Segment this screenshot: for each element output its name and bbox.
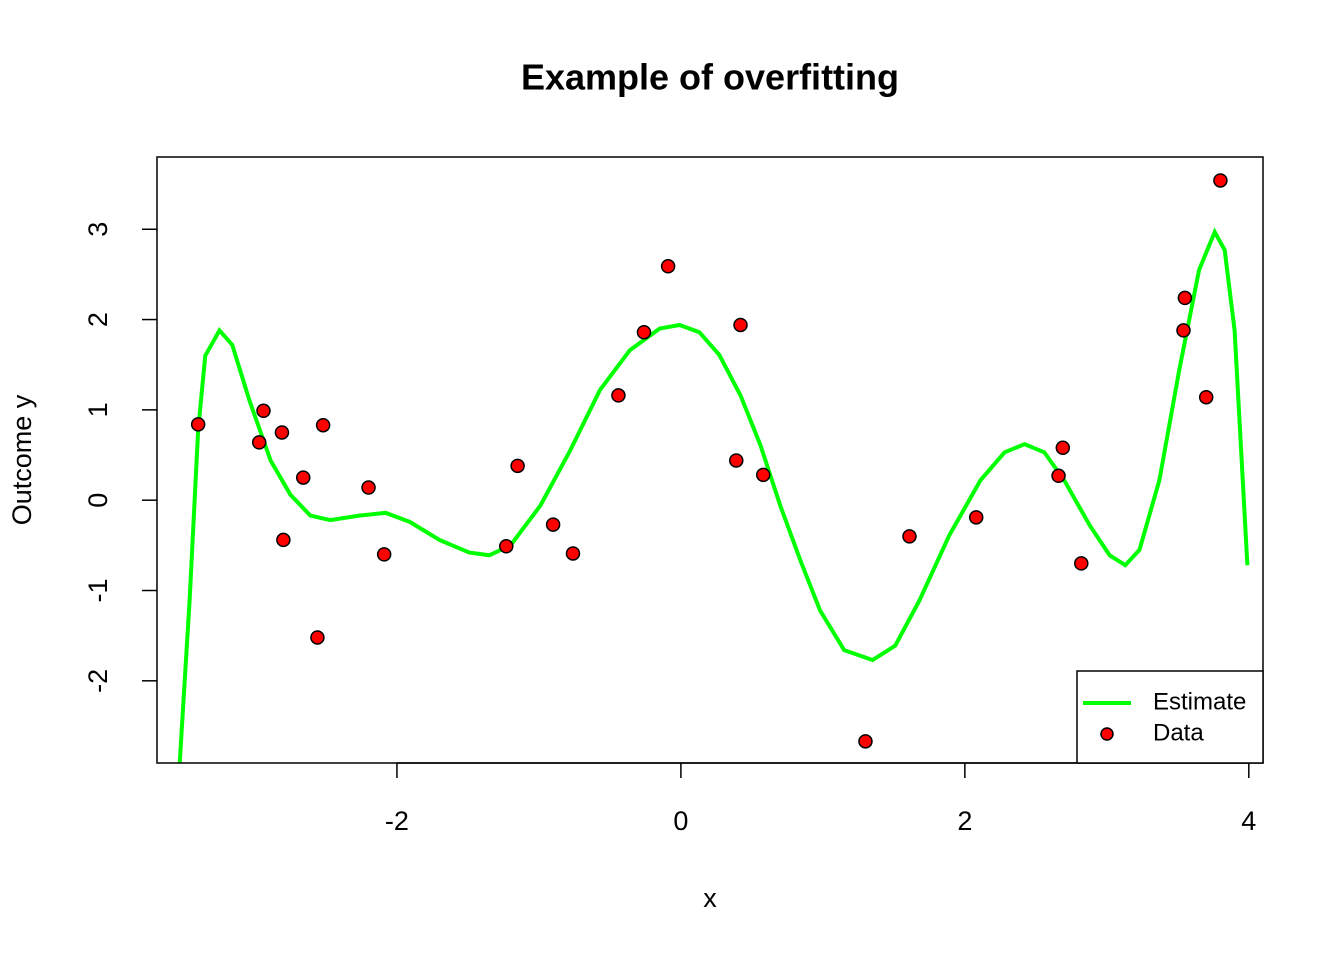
x-tick-label: 4 [1241, 806, 1256, 836]
x-axis-label: x [703, 883, 717, 913]
data-point [376, 547, 392, 562]
data-point [858, 734, 873, 749]
data-point [315, 417, 331, 433]
y-tick-label: 0 [83, 493, 113, 508]
data-point [733, 317, 748, 333]
data-point [660, 259, 676, 274]
data-point [1177, 290, 1193, 306]
data-point [1198, 389, 1214, 405]
x-tick-label: 2 [957, 806, 972, 836]
data-point [274, 425, 290, 440]
legend-label: Estimate [1153, 688, 1246, 715]
y-tick-label: -2 [83, 669, 113, 693]
data-point [565, 546, 581, 561]
x-tick-label: 0 [673, 806, 688, 836]
data-point [251, 435, 267, 450]
data-point [499, 538, 514, 554]
data-point [902, 529, 917, 544]
legend-swatch [1100, 727, 1114, 741]
estimate-line [177, 227, 1250, 763]
data-point [361, 480, 376, 495]
data-point [611, 388, 626, 403]
legend-box [1076, 670, 1264, 764]
data-point [755, 467, 771, 483]
y-axis-label: Outcome y [7, 394, 37, 525]
data-point [256, 403, 271, 419]
x-tick-label: -2 [385, 806, 409, 836]
data-point [276, 532, 291, 548]
data-point [1176, 323, 1191, 338]
y-tick-label: 2 [83, 312, 113, 327]
data-point [1213, 173, 1228, 188]
chart-title: Example of overfitting [521, 57, 899, 98]
data-point [190, 417, 206, 432]
data-point [636, 324, 652, 340]
data-point [545, 517, 561, 532]
plot-frame [156, 156, 1264, 764]
data-point [295, 470, 311, 485]
data-point [510, 458, 525, 474]
data-point [968, 510, 984, 525]
y-tick-label: 3 [83, 222, 113, 237]
data-point [1055, 440, 1071, 456]
y-tick-label: -1 [83, 578, 113, 602]
data-point [1074, 556, 1089, 571]
data-point [729, 453, 744, 468]
data-point [1051, 468, 1066, 484]
legend-label: Data [1153, 719, 1204, 746]
y-tick-label: 1 [83, 402, 113, 417]
data-point [310, 630, 325, 645]
